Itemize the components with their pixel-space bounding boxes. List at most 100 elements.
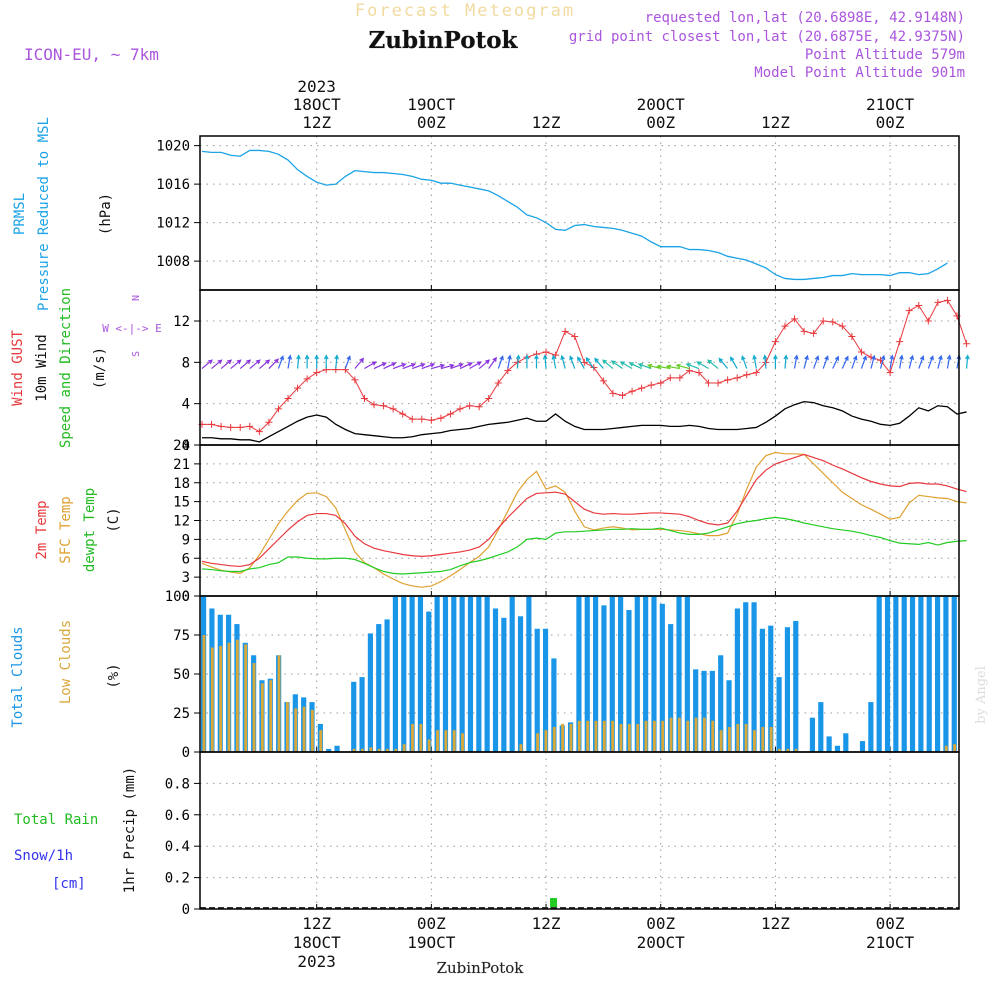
wind-direction-arrow [373,362,388,370]
gust-point [227,423,235,431]
low-cloud-bar [552,727,556,752]
y-tick-label: 24 [173,438,190,454]
total-cloud-bar [359,677,365,752]
bottom-time-label: 2023 [297,952,336,971]
pressure-line [201,149,948,281]
low-cloud-bar [294,708,298,752]
wind-direction-arrow [832,355,839,369]
total-cloud-bar [843,733,849,752]
gust-point [475,403,483,411]
compass-s: S [131,351,142,357]
panel-frame [199,135,960,291]
bottom-time-label: 18OCT [293,933,342,952]
total-cloud-bar [351,681,357,752]
top-time-label: 21OCT [866,95,915,114]
wind-direction-arrow [851,355,858,369]
total-cloud-bar [509,596,515,752]
low-cloud-bar [577,720,581,752]
total-cloud-bar [326,748,332,752]
total-cloud-bar [718,655,724,752]
total-cloud-bar [818,702,824,752]
low-cloud-bar [619,723,623,752]
wind-direction-arrow [773,354,778,369]
low-cloud-bar [661,720,665,752]
wind-direction-arrow [201,359,213,369]
wind-direction-arrow [646,363,661,370]
low-cloud-bar [252,663,256,752]
gust-point [274,405,282,413]
y-tick-label: 1016 [156,177,190,193]
total-cloud-bar [593,596,599,752]
credit: by Angel [974,666,989,724]
total-cloud-bar [584,596,590,752]
y-tick-label: 0.6 [165,808,190,824]
gust-point [351,376,359,384]
total-cloud-bar [951,596,957,752]
temp-sfc-line [201,451,967,588]
wind-direction-arrow [478,359,491,369]
wind-direction-arrow [488,356,497,369]
low-cloud-bar [219,645,223,752]
low-cloud-bar [235,639,239,752]
low-cloud-bar [369,747,373,752]
y-tick-label: 75 [173,628,190,644]
wind-direction-arrow [577,356,585,369]
gust-point [915,302,923,309]
compass-we: W <-|-> E [102,322,162,335]
wind-direction-arrow [323,354,329,369]
gust-point [714,379,722,387]
gust-point [208,420,216,428]
wind-direction-arrow [268,358,280,369]
low-cloud-bar [402,744,406,752]
y-tick-label: 0 [182,589,190,605]
wind-direction-arrow [431,363,446,370]
gust-point [619,391,627,399]
temperature-labels: 2m Temp SFC Temp dewpt Temp (C) [34,488,122,572]
y-tick-label: 1008 [156,254,190,270]
top-time-label: 18OCT [293,95,342,114]
total-cloud-bar [626,610,632,752]
low-cloud-bar [394,748,398,752]
requested-coords: requested lon,lat (20.6898E, 42.9148N) [645,10,965,26]
total-cloud-bar [492,608,499,752]
y-tick-label: 25 [173,706,190,722]
station-title: ZubinPotok [369,27,519,54]
low-cloud-bar [519,744,523,752]
gust-point [408,415,416,423]
total-cloud-bar [542,628,549,752]
gust-point [695,369,703,377]
total-cloud-bar [651,596,657,752]
wind-direction-arrow [585,356,595,369]
pressure-panel: 1008 1012 1016 1020 [156,135,960,291]
total-cloud-bar [534,628,540,752]
top-time-label: 00Z [417,113,446,132]
wind-direction-arrow [551,354,557,369]
total-cloud-bar [684,596,690,752]
gust-point [781,322,789,330]
gust-point [599,377,607,385]
low-cloud-bar [736,723,740,752]
total-cloud-bar [676,596,682,752]
wind-direction-arrow [469,361,482,370]
wind-direction-arrow [542,354,548,369]
low-cloud-bar [427,739,431,752]
low-cloud-bar [277,655,281,752]
y-tick-label: 21 [173,457,190,473]
gust-point [666,374,674,382]
gust-point [446,410,454,418]
low-cloud-bar [702,717,706,752]
total-cloud-bar [634,596,640,752]
low-cloud-bar [753,730,756,752]
top-time-label: 20OCT [637,95,686,114]
bottom-time-label: 20OCT [637,933,686,952]
gust-point [771,338,779,346]
wind-direction-arrow [459,362,474,370]
gust-point [418,415,426,423]
low-cloud-bar [352,748,356,752]
wind-direction-arrow [813,355,820,369]
low-cloud-bar [536,733,540,752]
total-cloud-bar [434,596,440,752]
total-cloud-bar [776,677,782,752]
low-cloud-bar [761,727,765,752]
gust-point [360,395,368,402]
